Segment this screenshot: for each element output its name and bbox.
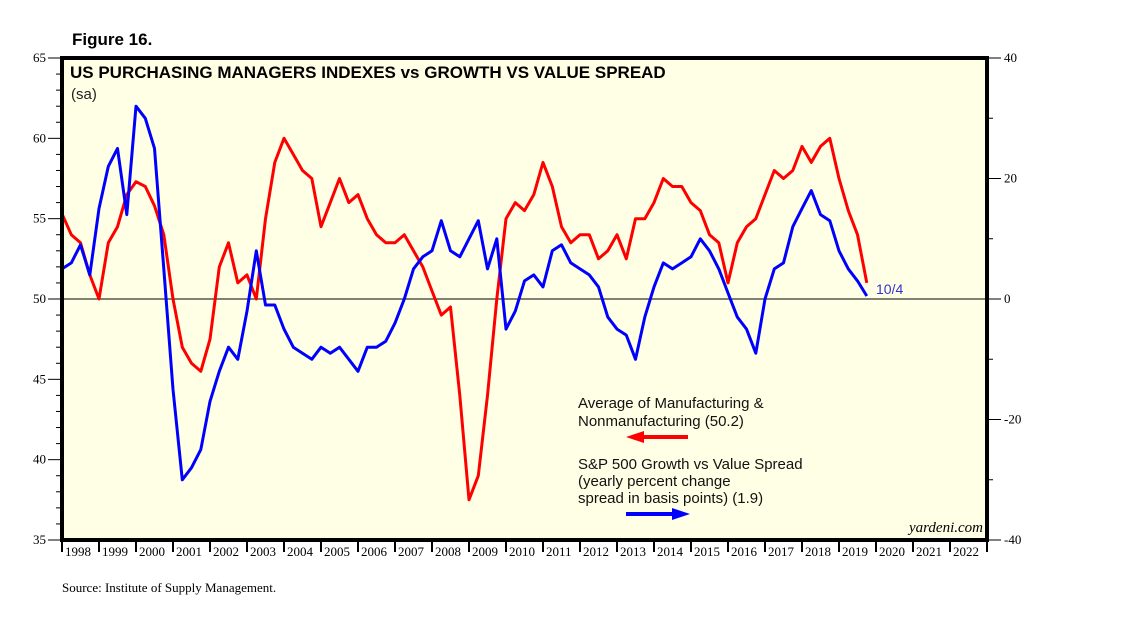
x-tick-label: 2010 — [509, 544, 535, 559]
legend-blue-line-2: (yearly percent change — [578, 473, 731, 490]
legend-red-arrow — [626, 431, 688, 443]
watermark: yardeni.com — [907, 520, 983, 536]
legend-blue-line-3: spread in basis points) (1.9) — [578, 490, 763, 507]
chart-title: US PURCHASING MANAGERS INDEXES vs GROWTH… — [70, 63, 666, 82]
right-tick-label: -20 — [1004, 412, 1021, 427]
x-tick-label: 2017 — [768, 544, 795, 559]
right-tick-label: 20 — [1004, 171, 1017, 186]
x-tick-label: 2008 — [435, 544, 461, 559]
x-tick-label: 2019 — [842, 544, 868, 559]
series-layer — [60, 104, 869, 502]
x-tick-label: 1998 — [65, 544, 91, 559]
x-tick-label: 2001 — [176, 544, 202, 559]
left-tick-label: 45 — [33, 371, 46, 386]
right-tick-label: 40 — [1004, 50, 1017, 65]
x-tick-label: 2011 — [546, 544, 572, 559]
right-tick-label: 0 — [1004, 291, 1011, 306]
x-tick-label: 2003 — [250, 544, 276, 559]
figure-label: Figure 16. — [72, 30, 153, 49]
x-tick-label: 2012 — [583, 544, 609, 559]
left-axis: 35 40 45 50 55 60 65 — [33, 50, 62, 547]
left-tick-label: 50 — [33, 291, 46, 306]
right-axis: -40 -20 0 20 40 — [987, 50, 1021, 547]
x-tick-label: 2016 — [731, 544, 758, 559]
legend-blue-arrow — [626, 508, 690, 520]
left-tick-label: 35 — [33, 532, 46, 547]
x-tick-label: 2018 — [805, 544, 831, 559]
left-tick-label: 40 — [33, 452, 46, 467]
left-tick-label: 55 — [33, 211, 46, 226]
x-tick-label: 2002 — [213, 544, 239, 559]
x-tick-label: 2009 — [472, 544, 498, 559]
x-tick-label: 2013 — [620, 544, 646, 559]
left-tick-label: 60 — [33, 130, 46, 145]
legend-red-line-1: Average of Manufacturing & — [578, 395, 764, 412]
chart-subtitle: (sa) — [71, 86, 97, 103]
series-line-growth-value-spread — [61, 104, 869, 482]
series-line-pmi-average — [60, 136, 869, 502]
x-tick-label: 2014 — [657, 544, 684, 559]
legend-blue-line-1: S&P 500 Growth vs Value Spread — [578, 456, 803, 473]
source-note: Source: Institute of Supply Management. — [62, 580, 277, 595]
date-annotation: 10/4 — [876, 281, 903, 297]
legend-red-line-2: Nonmanufacturing (50.2) — [578, 413, 744, 430]
left-tick-label: 65 — [33, 50, 46, 65]
x-tick-label: 2015 — [694, 544, 720, 559]
x-tick-label: 2020 — [879, 544, 905, 559]
x-tick-label: 2006 — [361, 544, 388, 559]
right-tick-label: -40 — [1004, 532, 1021, 547]
legend: Average of Manufacturing & Nonmanufactur… — [578, 395, 803, 520]
x-axis: 1998 1999 2000 2001 2002 2003 2004 2005 2006 2007… — [61, 540, 988, 559]
x-tick-label: 2007 — [398, 544, 425, 559]
x-tick-label: 2005 — [324, 544, 350, 559]
x-tick-label: 2000 — [139, 544, 165, 559]
x-tick-label: 1999 — [102, 544, 128, 559]
x-tick-label: 2021 — [916, 544, 942, 559]
x-tick-label: 2022 — [953, 544, 979, 559]
x-tick-label: 2004 — [287, 544, 314, 559]
